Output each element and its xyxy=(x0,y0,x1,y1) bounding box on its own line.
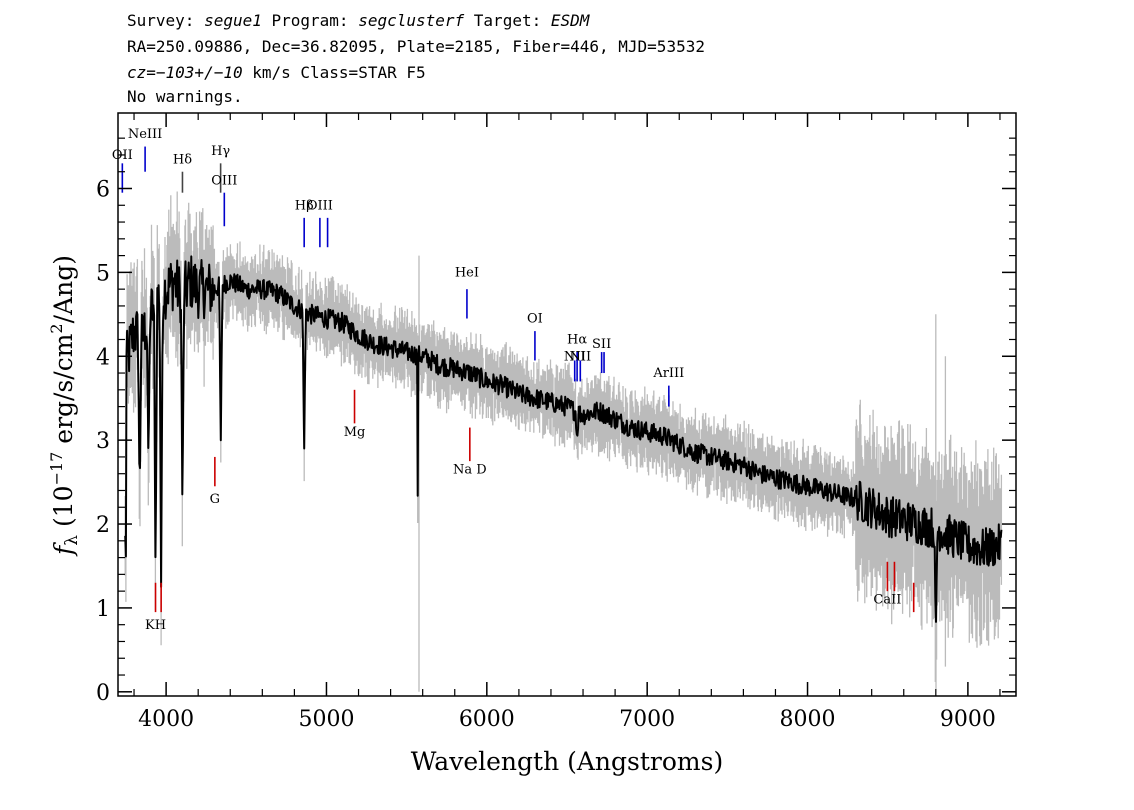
survey-value: segue1 xyxy=(204,11,262,30)
emission-line-label: OIII xyxy=(307,198,333,213)
y-tick-label: 3 xyxy=(96,429,110,454)
y-tick-label: 2 xyxy=(96,513,110,538)
target-prefix: Target: xyxy=(464,11,551,30)
x-axis-label: Wavelength (Angstroms) xyxy=(411,747,723,776)
spectral-line-markers: OIINeIIIHδHγOIIIHβOIIIHeIOINIIHαNIISIIAr… xyxy=(112,127,915,633)
x-tick-label: 6000 xyxy=(459,707,515,732)
absorption-line-label: Mg xyxy=(344,425,366,440)
emission-line-label: Hβ xyxy=(295,198,314,213)
header-line-3: cz=−103+/−10 km/s Class=STAR F5 xyxy=(127,62,426,84)
emission-line-label: Hγ xyxy=(211,144,230,159)
emission-line-label: NeIII xyxy=(128,127,162,142)
emission-line-label: NII xyxy=(569,349,591,364)
y-tick-label: 6 xyxy=(96,177,110,202)
survey-prefix: Survey: xyxy=(127,11,205,30)
emission-line-label: SII xyxy=(592,337,611,352)
header-line-2: RA=250.09886, Dec=36.82095, Plate=2185, … xyxy=(127,37,705,56)
cz-value: cz=−103+/−10 xyxy=(127,63,243,82)
program-value: segclusterf xyxy=(358,11,465,30)
absorption-line-label: Na D xyxy=(453,463,487,478)
header-line-4: No warnings. xyxy=(127,87,243,106)
absorption-line-label: G xyxy=(210,492,220,507)
absorption-line-label: CaII xyxy=(873,593,901,608)
x-tick-label: 7000 xyxy=(619,707,675,732)
axes: 4000 5000 6000 7000 8000 9000 0 1 2 3 4 5 6 xyxy=(96,112,1017,732)
y-axis-label-text: fλ (10−17 erg/s/cm2/Ang) xyxy=(47,255,82,557)
emission-line-label: HeI xyxy=(455,266,479,281)
emission-line-label: ArIII xyxy=(652,366,684,381)
program-prefix: Program: xyxy=(261,11,359,30)
target-value: ESDM xyxy=(550,11,590,30)
y-tick-label: 4 xyxy=(96,345,110,370)
flux-series xyxy=(124,255,1003,623)
x-tick-label: 4000 xyxy=(138,707,194,732)
y-tick-label: 5 xyxy=(96,261,110,286)
x-tick-label: 8000 xyxy=(780,707,836,732)
y-tick-label: 0 xyxy=(96,681,110,706)
x-tick-label: 9000 xyxy=(940,707,996,732)
x-tick-label: 5000 xyxy=(298,707,354,732)
error-band xyxy=(124,191,1003,692)
emission-line-label: OII xyxy=(112,148,133,163)
class-text: km/s Class=STAR F5 xyxy=(242,63,426,82)
emission-line-label: Hα xyxy=(567,333,587,348)
error-envelope xyxy=(124,191,1003,692)
emission-line-label: OI xyxy=(527,312,543,327)
y-tick-label: 1 xyxy=(96,597,110,622)
absorption-line-label: KH xyxy=(145,618,166,633)
emission-line-label: Hδ xyxy=(173,152,192,167)
emission-line-label: OIII xyxy=(211,173,237,188)
header-line-1: Survey: segue1 Program: segclusterf Targ… xyxy=(127,10,589,32)
y-axis-label: fλ (10−17 erg/s/cm2/Ang) xyxy=(47,255,82,557)
flux-line xyxy=(124,255,1003,623)
plot-frame xyxy=(117,112,1017,697)
